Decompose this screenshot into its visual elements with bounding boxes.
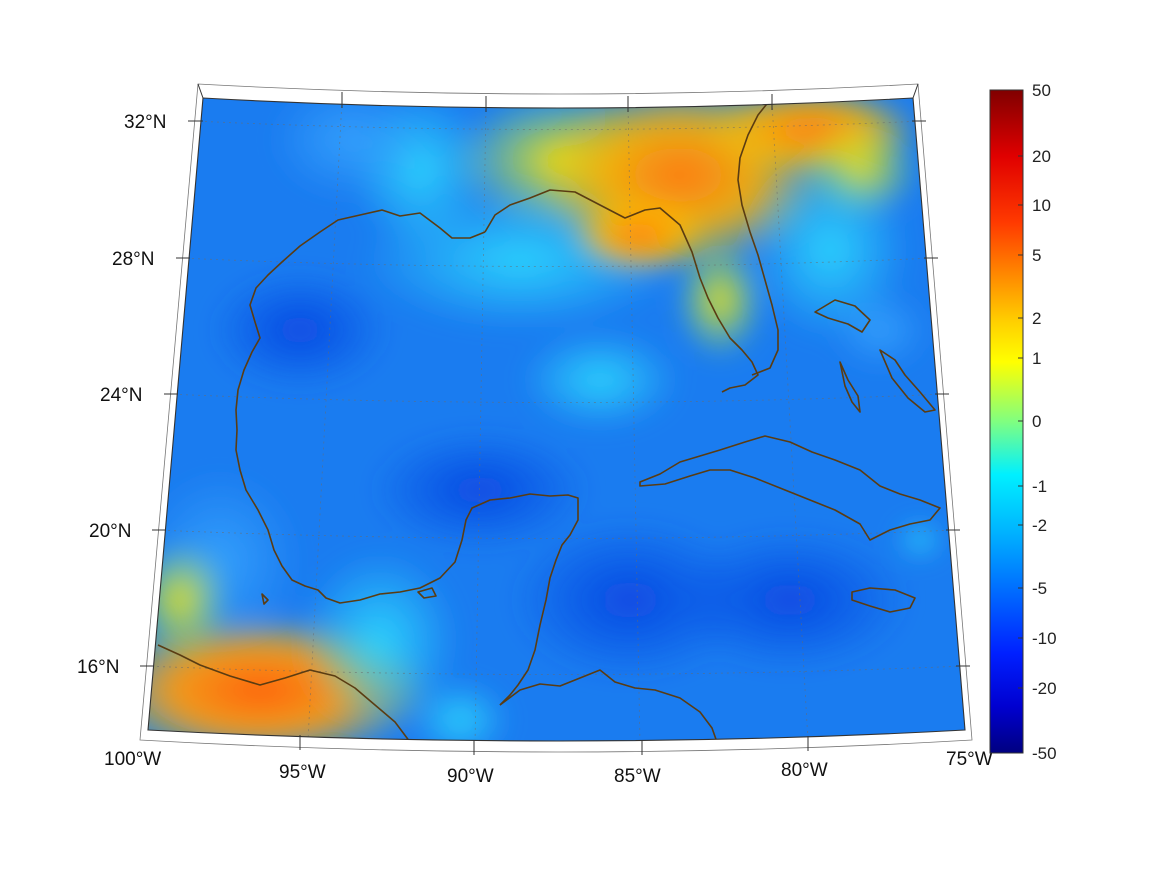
lon-label: 100°W (104, 749, 161, 770)
lat-label: 32°N (124, 112, 166, 133)
lon-label: 90°W (447, 766, 494, 787)
colorbar-gradient (989, 89, 1024, 754)
lat-label: 20°N (89, 521, 131, 542)
longitude-labels: 100°W 95°W 90°W 85°W 80°W 75°W (104, 749, 993, 787)
colorbar: 50 20 10 5 2 1 0 -1 -2 -5 -10 -20 -50 (989, 81, 1057, 763)
colorbar-tick-label: 2 (1032, 309, 1041, 328)
colorbar-tick-label: -1 (1032, 477, 1047, 496)
data-field (148, 98, 965, 741)
colorbar-tick-label: -5 (1032, 579, 1047, 598)
lon-label: 95°W (279, 762, 326, 783)
colorbar-tick-label: -50 (1032, 744, 1057, 763)
lon-label: 85°W (614, 766, 661, 787)
colorbar-tick-label: 5 (1032, 246, 1041, 265)
lat-label: 16°N (77, 657, 119, 678)
colorbar-tick-label: 1 (1032, 349, 1041, 368)
graticule (148, 99, 965, 741)
colorbar-tick-label: 0 (1032, 412, 1041, 431)
latitude-labels: 32°N 28°N 24°N 20°N 16°N (77, 112, 166, 678)
map-frame (147, 97, 966, 742)
colorbar-tick-label: 10 (1032, 196, 1051, 215)
lon-label: 80°W (781, 760, 828, 781)
colorbar-tick-label: -2 (1032, 516, 1047, 535)
lat-label: 28°N (112, 249, 154, 270)
colorbar-tick-label: 20 (1032, 147, 1051, 166)
lon-label: 75°W (946, 749, 993, 770)
colorbar-tick-label: 50 (1032, 81, 1051, 100)
colorbar-tick-label: -20 (1032, 679, 1057, 698)
coastlines (157, 99, 941, 741)
map-frame-outer (139, 83, 973, 753)
colorbar-tick-label: -10 (1032, 629, 1057, 648)
lat-label: 24°N (100, 385, 142, 406)
frame-ticks (140, 83, 970, 755)
